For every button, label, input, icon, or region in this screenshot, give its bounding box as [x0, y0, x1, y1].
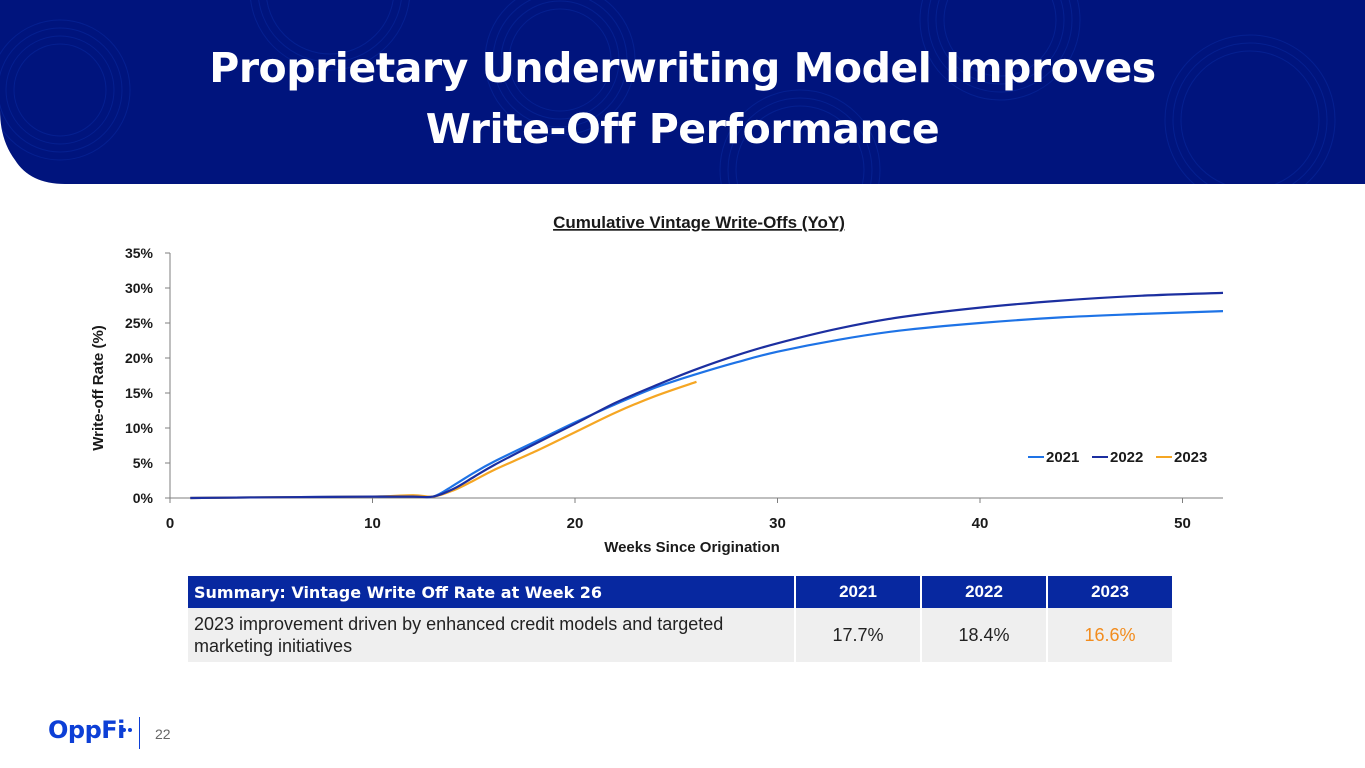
title-line-1: Proprietary Underwriting Model Improves — [209, 44, 1156, 92]
y-tick-label: 30% — [125, 280, 154, 296]
x-tick-label: 50 — [1174, 515, 1191, 532]
chart-series — [190, 291, 1224, 500]
table-value-2022: 18.4% — [920, 608, 1047, 662]
x-tick-label: 0 — [166, 515, 174, 532]
x-tick-label: 30 — [769, 515, 786, 532]
table-header-label: Summary: Vintage Write Off Rate at Week … — [188, 576, 795, 608]
table-description: 2023 improvement driven by enhanced cred… — [188, 608, 795, 662]
x-tick-label: 40 — [972, 515, 989, 532]
page-number: 22 — [155, 726, 171, 742]
y-tick-label: 20% — [125, 350, 154, 366]
page-title: Proprietary Underwriting Model Improves … — [0, 38, 1365, 160]
oppfi-logo: OppFi — [48, 716, 125, 744]
y-tick-label: 10% — [125, 420, 154, 436]
table-value-2021: 17.7% — [794, 608, 921, 662]
x-tick-label: 10 — [364, 515, 381, 532]
x-axis-label: Weeks Since Origination — [604, 539, 780, 556]
legend-label-2021: 2021 — [1046, 449, 1079, 466]
legend-label-2023: 2023 — [1174, 449, 1207, 466]
chart-legend: 2021 2022 2023 — [1028, 449, 1207, 466]
banner-background — [0, 0, 1365, 184]
chart-axes: 0% 5% 10% 15% 20% 25% 30% 35% 0 10 20 30 40 50 — [125, 245, 1223, 532]
summary-table: Summary: Vintage Write Off Rate at Week … — [188, 576, 1172, 662]
write-off-chart: Cumulative Vintage Write-Offs (YoY) 0% 5%… — [90, 213, 1224, 556]
y-tick-label: 15% — [125, 385, 154, 401]
y-axis-label: Write-off Rate (%) — [90, 325, 107, 451]
footer-divider — [139, 717, 140, 749]
table-header-row: Summary: Vintage Write Off Rate at Week … — [188, 576, 1172, 608]
series-line-2022 — [190, 291, 1224, 500]
x-tick-label: 20 — [567, 515, 584, 532]
table-header-year: 2023 — [1046, 576, 1172, 608]
title-banner: Proprietary Underwriting Model Improves … — [0, 0, 1365, 184]
chart-title: Cumulative Vintage Write-Offs (YoY) — [553, 213, 845, 232]
y-tick-label: 25% — [125, 315, 154, 331]
table-row: 2023 improvement driven by enhanced cred… — [188, 608, 1172, 662]
series-line-2023 — [190, 380, 697, 500]
table-value-2023: 16.6% — [1046, 608, 1172, 662]
logo-dots-icon — [122, 719, 134, 732]
table-header-year: 2022 — [920, 576, 1047, 608]
y-tick-label: 5% — [133, 455, 154, 471]
series-line-2021 — [190, 310, 1224, 500]
title-line-2: Write-Off Performance — [425, 105, 940, 153]
y-tick-label: 0% — [133, 490, 154, 506]
y-tick-label: 35% — [125, 245, 154, 261]
table-header-year: 2021 — [794, 576, 921, 608]
legend-label-2022: 2022 — [1110, 449, 1143, 466]
